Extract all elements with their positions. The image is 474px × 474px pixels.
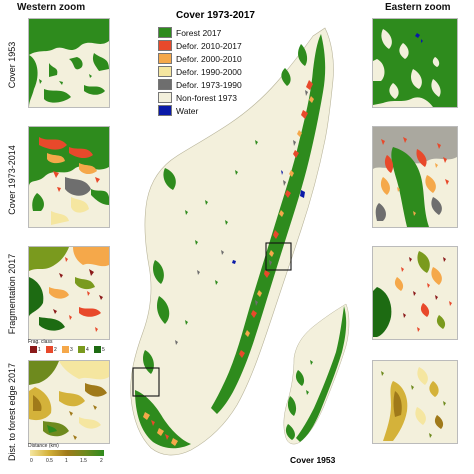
island-outline [130, 27, 334, 456]
legend-label-defor-1973-1990: Defor. 1973-1990 [176, 79, 242, 90]
eastern-panel-cover-1973-2014 [372, 126, 458, 228]
distance-tick-1: 1 [65, 458, 68, 464]
distance-legend-title: Distance (km) [28, 443, 59, 449]
western-zoom-box [132, 367, 160, 397]
western-zoom-header: Western zoom [17, 2, 86, 13]
distance-tick-1-5: 1.5 [80, 458, 87, 464]
frag-label-1: 1 [38, 347, 41, 353]
legend-label-defor-1990-2000: Defor. 1990-2000 [176, 66, 242, 77]
legend-label-defor-2010-2017: Defor. 2010-2017 [176, 40, 242, 51]
frag-legend: Frag. class 1 2 3 4 5 [28, 339, 108, 361]
legend-item-non-forest-1973: Non-forest 1973 [158, 91, 237, 104]
legend-swatch-defor-1990-2000 [158, 66, 172, 77]
frag-label-2: 2 [54, 347, 57, 353]
legend-item-defor-2000-2010: Defor. 2000-2010 [158, 52, 242, 65]
legend-item-defor-1973-1990: Defor. 1973-1990 [158, 78, 242, 91]
distance-tick-0: 0 [30, 458, 33, 464]
distance-tick-0-5: 0.5 [46, 458, 53, 464]
eastern-zoom-box [265, 242, 292, 271]
legend-label-water: Water [176, 105, 199, 116]
western-panel-cover-1953 [28, 18, 110, 108]
row-label-fragmentation-2017: Fragmentation 2017 [7, 253, 17, 335]
legend-swatch-forest-2017 [158, 27, 172, 38]
western-panel-cover-1973-2014 [28, 126, 110, 228]
distance-colorbar [30, 450, 104, 456]
frag-swatch-2 [46, 346, 53, 353]
frag-label-4: 4 [86, 347, 89, 353]
frag-swatch-3 [62, 346, 69, 353]
frag-legend-title: Frag. class [28, 339, 53, 345]
row-label-dist-forest-edge: Dist. to forest edge 2017 [7, 362, 17, 462]
legend-item-water: Water [158, 104, 198, 117]
legend-label-defor-2000-2010: Defor. 2000-2010 [176, 53, 242, 64]
legend-swatch-non-forest-1973 [158, 92, 172, 103]
inset-map-cover-1953 [283, 303, 350, 445]
western-panel-distance-edge [28, 360, 110, 444]
row-label-cover-1973-2014: Cover 1973-2014 [7, 145, 17, 215]
legend-label-non-forest-1973: Non-forest 1973 [176, 92, 237, 103]
eastern-panel-distance-edge [372, 360, 458, 444]
western-panel-fragmentation-2017 [28, 246, 110, 340]
eastern-panel-cover-1953 [372, 18, 458, 108]
cover-legend: Cover 1973-2017 Forest 2017 Defor. 2010-… [158, 10, 268, 122]
distance-tick-2: 2 [100, 458, 103, 464]
legend-item-defor-2010-2017: Defor. 2010-2017 [158, 39, 242, 52]
row-label-cover-1953: Cover 1953 [7, 41, 17, 89]
frag-label-5: 5 [102, 347, 105, 353]
eastern-zoom-header: Eastern zoom [385, 2, 451, 13]
frag-label-3: 3 [70, 347, 73, 353]
frag-swatch-4 [78, 346, 85, 353]
legend-swatch-defor-2010-2017 [158, 40, 172, 51]
madagascar-main-map [130, 27, 334, 456]
legend-swatch-defor-1973-1990 [158, 79, 172, 90]
inset-label: Cover 1953 [290, 455, 336, 465]
legend-swatch-defor-2000-2010 [158, 53, 172, 64]
legend-item-forest-2017: Forest 2017 [158, 26, 221, 39]
eastern-forest-belt [211, 34, 326, 414]
frag-swatch-5 [94, 346, 101, 353]
legend-item-defor-1990-2000: Defor. 1990-2000 [158, 65, 242, 78]
cover-legend-title: Cover 1973-2017 [176, 10, 255, 21]
distance-legend: Distance (km) 0 0.5 1 1.5 2 [28, 443, 108, 471]
legend-label-forest-2017: Forest 2017 [176, 27, 222, 38]
frag-swatch-1 [30, 346, 37, 353]
legend-swatch-water [158, 105, 172, 116]
eastern-panel-fragmentation-2017 [372, 246, 458, 340]
